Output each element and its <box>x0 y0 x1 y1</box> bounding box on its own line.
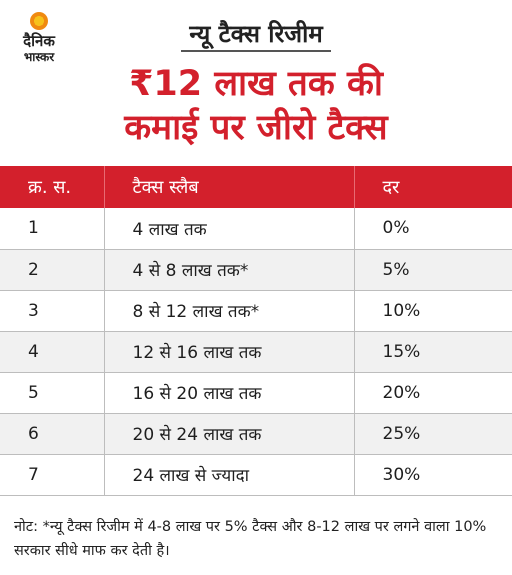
table-row: 6 20 से 24 लाख तक 25% <box>0 413 512 455</box>
headline: ₹12 लाख तक की कमाई पर जीरो टैक्स <box>0 62 512 150</box>
table-row: 2 4 से 8 लाख तक* 5% <box>0 249 512 291</box>
slab-cell: 8 से 12 लाख तक* <box>104 290 355 332</box>
slab-cell: 16 से 20 लाख तक <box>104 372 355 414</box>
footnote: नोट: *न्यू टैक्स रिजीम में 4-8 लाख पर 5%… <box>14 519 487 559</box>
serial-cell: 6 <box>0 413 105 455</box>
brand-logo: दैनिक भास्कर <box>10 8 68 66</box>
table-row: 4 12 से 16 लाख तक 15% <box>0 331 512 373</box>
rate-cell: 5% <box>354 249 512 291</box>
column-header-serial: क्र. स. <box>0 166 105 208</box>
serial-cell: 2 <box>0 249 105 291</box>
logo-line-1: दैनिक <box>23 32 55 50</box>
rate-cell: 25% <box>354 413 512 455</box>
rate-cell: 0% <box>354 208 512 250</box>
table-header-row: क्र. स. टैक्स स्लैब दर <box>0 166 512 208</box>
rate-cell: 30% <box>354 454 512 496</box>
serial-cell: 3 <box>0 290 105 332</box>
serial-cell: 7 <box>0 454 105 496</box>
headline-line-2: कमाई पर जीरो टैक्स <box>124 108 388 148</box>
headline-line-1: ₹12 लाख तक की <box>129 64 383 104</box>
serial-cell: 1 <box>0 208 105 250</box>
slab-cell: 4 लाख तक <box>104 208 355 250</box>
rate-cell: 15% <box>354 331 512 373</box>
rate-cell: 20% <box>354 372 512 414</box>
slab-cell: 20 से 24 लाख तक <box>104 413 355 455</box>
serial-cell: 4 <box>0 331 105 373</box>
slab-cell: 4 से 8 लाख तक* <box>104 249 355 291</box>
column-header-rate: दर <box>354 166 512 208</box>
slab-cell: 12 से 16 लाख तक <box>104 331 355 373</box>
table-row: 3 8 से 12 लाख तक* 10% <box>0 290 512 332</box>
sun-icon <box>30 12 48 30</box>
subtitle: न्यू टैक्स रिजीम <box>181 18 331 52</box>
table-row: 7 24 लाख से ज्यादा 30% <box>0 454 512 496</box>
slab-cell: 24 लाख से ज्यादा <box>104 454 355 496</box>
column-header-slab: टैक्स स्लैब <box>104 166 355 208</box>
logo-line-2: भास्कर <box>23 50 55 64</box>
rate-cell: 10% <box>354 290 512 332</box>
serial-cell: 5 <box>0 372 105 414</box>
table-row: 5 16 से 20 लाख तक 20% <box>0 372 512 414</box>
tax-slab-table: क्र. स. टैक्स स्लैब दर 1 4 लाख तक 0% 2 4… <box>0 166 512 496</box>
header: न्यू टैक्स रिजीम ₹12 लाख तक की कमाई पर ज… <box>0 0 512 160</box>
table-row: 1 4 लाख तक 0% <box>0 208 512 250</box>
